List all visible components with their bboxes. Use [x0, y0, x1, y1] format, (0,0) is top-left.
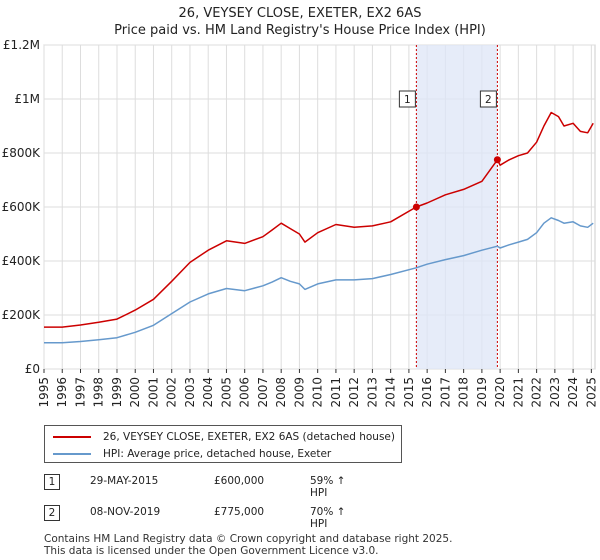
footer-licence: This data is licensed under the Open Gov… — [44, 545, 379, 557]
y-tick-label: £800K — [2, 146, 42, 160]
legend-line-hpi — [53, 453, 91, 455]
x-tick-label: 2013 — [365, 377, 379, 408]
sale-date: 29-MAY-2015 — [90, 475, 159, 487]
legend: 26, VEYSEY CLOSE, EXETER, EX2 6AS (detac… — [44, 425, 402, 463]
x-tick-label: 2024 — [566, 377, 580, 408]
x-tick-label: 2019 — [475, 377, 489, 408]
sale-label: 1 — [404, 94, 411, 106]
legend-label-hpi: HPI: Average price, detached house, Exet… — [103, 448, 332, 460]
x-tick-label: 2018 — [457, 377, 471, 408]
sale-hpi-change: 59% ↑ HPI — [310, 475, 346, 499]
y-tick-label: £1M — [14, 92, 40, 106]
x-tick-label: 2012 — [347, 377, 361, 408]
x-tick-label: 2003 — [183, 377, 197, 408]
series-lines — [44, 111, 594, 344]
x-tick-label: 2017 — [438, 377, 452, 408]
x-axis-ticks: 1995 1996 1997 1998 1999 2000 2001 2002 2003 2004… — [37, 369, 598, 408]
x-tick-label: 2021 — [511, 377, 525, 408]
sale-label-box — [398, 90, 416, 108]
y-tick-label: £0 — [25, 362, 40, 376]
x-tick-label: 2014 — [384, 377, 398, 408]
x-tick-label: 2005 — [219, 377, 233, 408]
sale-date: 08-NOV-2019 — [90, 506, 161, 518]
sale-point — [412, 203, 420, 211]
sale-price: £775,000 — [214, 506, 265, 518]
x-tick-label: 2009 — [292, 377, 306, 408]
sale-label-box — [479, 90, 497, 108]
x-tick-label: 1995 — [37, 377, 51, 408]
x-tick-label: 2001 — [146, 377, 160, 408]
x-tick-label: 2010 — [311, 377, 325, 408]
x-tick-label: 2022 — [530, 377, 544, 408]
sale-badge: 2 — [44, 505, 60, 521]
x-tick-label: 2006 — [238, 377, 252, 408]
footer-attribution: Contains HM Land Registry data © Crown c… — [44, 533, 452, 557]
x-tick-label: 2000 — [128, 377, 142, 408]
table-row: 2 08-NOV-2019 £775,000 70% ↑ HPI — [44, 505, 364, 530]
x-tick-label: 1996 — [55, 377, 69, 408]
sale-label: 2 — [485, 94, 492, 106]
x-tick-label: 2007 — [256, 377, 270, 408]
legend-line-property — [53, 436, 91, 438]
sale-badge: 1 — [44, 474, 60, 490]
x-tick-label: 2023 — [548, 377, 562, 408]
sale-hpi-change: 70% ↑ HPI — [310, 506, 346, 530]
chart-title: 26, VEYSEY CLOSE, EXETER, EX2 6AS — [179, 6, 422, 21]
sale-point — [493, 156, 501, 164]
chart-subtitle: Price paid vs. HM Land Registry's House … — [114, 23, 486, 38]
legend-item-property: 26, VEYSEY CLOSE, EXETER, EX2 6AS (detac… — [53, 429, 395, 445]
gridlines — [43, 44, 595, 370]
y-axis-ticks: £0 £200K £400K £600K £800K £1M £1.2M — [2, 38, 42, 376]
sale-price: £600,000 — [214, 475, 265, 487]
x-tick-label: 2016 — [420, 377, 434, 408]
x-tick-label: 2002 — [165, 377, 179, 408]
x-tick-label: 1999 — [110, 377, 124, 408]
series-line — [44, 111, 594, 328]
series-line — [44, 217, 594, 344]
x-tick-label: 2011 — [329, 377, 343, 408]
x-tick-label: 2015 — [402, 377, 416, 408]
y-tick-label: £1.2M — [3, 38, 40, 52]
x-tick-label: 2008 — [274, 377, 288, 408]
x-tick-label: 2004 — [201, 377, 215, 408]
y-tick-label: £600K — [2, 200, 42, 214]
y-tick-label: £400K — [2, 254, 42, 268]
price-chart: 26, VEYSEY CLOSE, EXETER, EX2 6AS Price … — [2, 6, 599, 408]
footer-copyright: Contains HM Land Registry data © Crown c… — [44, 533, 453, 545]
x-tick-label: 1998 — [92, 377, 106, 408]
x-tick-label: 2020 — [493, 377, 507, 408]
legend-item-hpi: HPI: Average price, detached house, Exet… — [53, 446, 331, 462]
y-tick-label: £200K — [2, 308, 42, 322]
table-row: 1 29-MAY-2015 £600,000 59% ↑ HPI — [44, 474, 364, 499]
x-tick-label: 2025 — [584, 377, 598, 408]
legend-label-property: 26, VEYSEY CLOSE, EXETER, EX2 6AS (detac… — [103, 431, 395, 443]
x-tick-label: 1997 — [73, 377, 87, 408]
